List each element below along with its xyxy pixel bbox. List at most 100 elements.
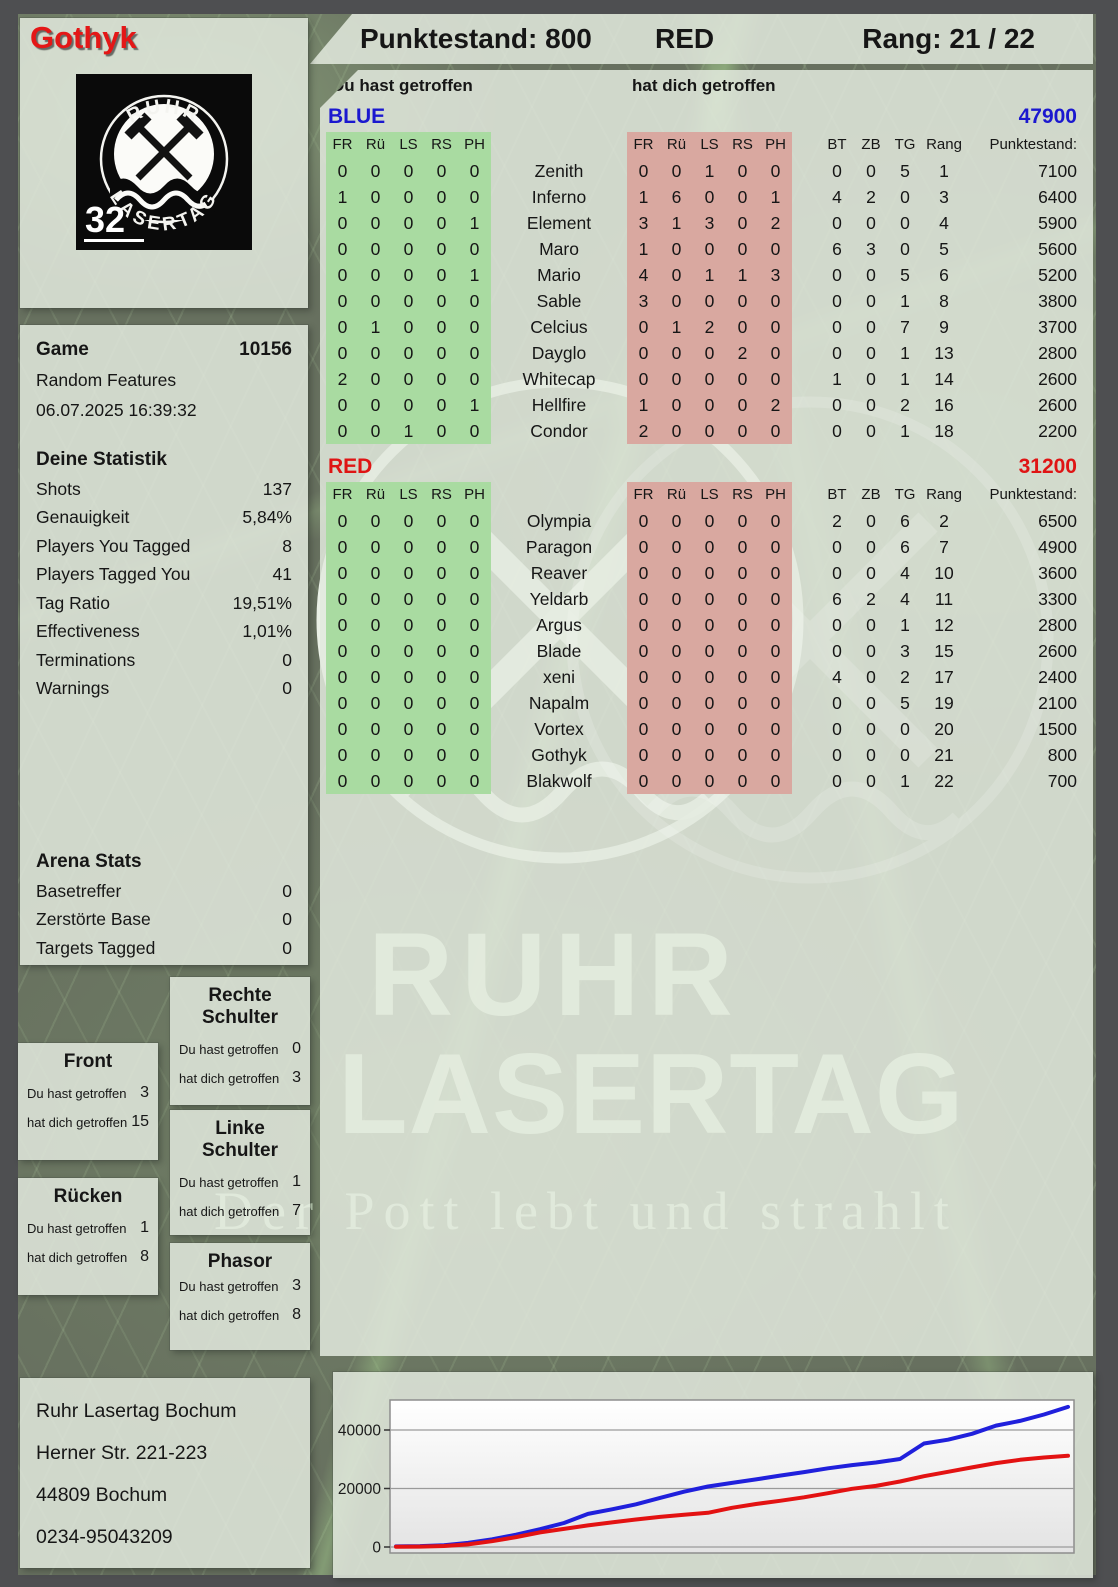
stat-value: 41	[272, 564, 292, 585]
you-hit-cell: 0	[326, 158, 359, 184]
name-spacer	[491, 132, 627, 158]
score-cell: 3800	[1038, 291, 1077, 311]
score-cell: 1500	[1038, 719, 1077, 739]
zb-cell: 0	[866, 537, 876, 557]
rang-cell: 10	[934, 563, 954, 583]
you-hit-cell: 0	[392, 340, 425, 366]
stat-row: Terminations 0	[36, 646, 292, 675]
hitzone-you-value: 3	[292, 1277, 301, 1294]
them-hit-cell: 0	[759, 288, 792, 314]
hitzone-title: Linke Schulter	[201, 1118, 279, 1161]
them-hit-cell: 2	[759, 210, 792, 236]
you-hit-cell: 0	[458, 612, 491, 638]
them-hit-cell: 0	[693, 534, 726, 560]
stat-label: Zerstörte Base	[36, 909, 151, 930]
them-hit-cell: 0	[693, 236, 726, 262]
you-hit-cell: 0	[359, 288, 392, 314]
them-hit-cell: 0	[660, 262, 693, 288]
row-player-name: xeni	[542, 667, 576, 687]
you-hit-cell: 0	[359, 236, 392, 262]
game-label: Game	[36, 339, 89, 360]
them-hit-cell: 0	[660, 742, 693, 768]
you-hit-cell: 0	[359, 768, 392, 794]
tg-cell: 2	[900, 667, 910, 687]
rang-cell: 12	[934, 615, 954, 635]
you-hit-cell: 0	[326, 638, 359, 664]
them-hit-cell: 1	[726, 262, 759, 288]
you-hit-cell: 0	[425, 262, 458, 288]
you-hit-cell: 0	[359, 560, 392, 586]
you-hit-cell: 0	[359, 392, 392, 418]
row-player-name: Whitecap	[522, 369, 596, 389]
you-hit-cell: 0	[359, 612, 392, 638]
gap-spacer	[792, 664, 820, 690]
you-hit-cell: 1	[326, 184, 359, 210]
you-hit-cell: 0	[425, 690, 458, 716]
row-player-name: Napalm	[528, 693, 590, 713]
hitzone-title: Rücken	[53, 1186, 123, 1207]
score-cell: 3300	[1038, 589, 1077, 609]
you-hit-cell: 0	[425, 586, 458, 612]
stats-section-title: Deine Statistik	[36, 449, 167, 470]
you-hit-cell: 0	[326, 742, 359, 768]
you-hit-cell: 0	[326, 560, 359, 586]
them-hit-cell: 0	[627, 586, 660, 612]
hitzone-them-value: 8	[140, 1248, 149, 1265]
pack-number: 32	[85, 199, 125, 240]
you-hit-cell: 0	[458, 638, 491, 664]
stat-label: Terminations	[36, 649, 136, 670]
hitzone-them-value: 7	[292, 1202, 301, 1219]
them-hit-cell: 0	[726, 560, 759, 586]
stat-row: Basetreffer 0	[36, 877, 292, 906]
bt-cell: 0	[832, 615, 842, 635]
tg-cell: 7	[900, 317, 910, 337]
them-hit-cell: 0	[660, 366, 693, 392]
gap-spacer	[792, 742, 820, 768]
row-player-name: Blade	[536, 641, 582, 661]
them-hit-cell: 0	[627, 366, 660, 392]
row-player-name: Inferno	[531, 187, 587, 207]
row-player-name: Dayglo	[531, 343, 587, 363]
you-hit-cell: 0	[458, 236, 491, 262]
game-number: 10156	[239, 339, 292, 360]
them-hit-cell: 0	[627, 534, 660, 560]
you-hit-cell: 0	[458, 314, 491, 340]
stat-row: Warnings 0	[36, 675, 292, 704]
stat-label: Warnings	[36, 678, 110, 699]
them-hit-cell: 0	[759, 664, 792, 690]
hitzone-you-value: 3	[140, 1084, 149, 1101]
you-hit-cell: 0	[425, 560, 458, 586]
them-hit-cell: 0	[693, 392, 726, 418]
bt-cell: 0	[832, 291, 842, 311]
them-hit-cell: 0	[693, 638, 726, 664]
zb-cell: 0	[866, 563, 876, 583]
you-hit-cell: 0	[392, 392, 425, 418]
bt-cell: 0	[832, 745, 842, 765]
gap-spacer	[792, 508, 820, 534]
them-hit-cell: 0	[660, 560, 693, 586]
tg-cell: 2	[900, 395, 910, 415]
score-cell: 2600	[1038, 641, 1077, 661]
col-header: LS	[693, 132, 726, 158]
them-hit-cell: 0	[627, 664, 660, 690]
score-cell: 2600	[1038, 369, 1077, 389]
svg-text:20000: 20000	[338, 1481, 381, 1498]
you-hit-cell: 0	[458, 768, 491, 794]
header-rang: Rang: 21 / 22	[862, 23, 1035, 54]
zb-cell: 0	[866, 369, 876, 389]
them-hit-cell: 0	[726, 288, 759, 314]
stat-value: 19,51%	[232, 592, 292, 613]
them-hit-cell: 0	[627, 560, 660, 586]
col-header: FR	[627, 482, 660, 508]
col-header: FR	[627, 132, 660, 158]
you-hit-cell: 0	[425, 716, 458, 742]
you-hit-cell: 0	[392, 612, 425, 638]
rang-cell: 16	[934, 395, 954, 415]
score-cell: 6400	[1038, 187, 1077, 207]
hitzone-them-label: hat dich getroffen	[27, 1249, 128, 1265]
them-hit-cell: 0	[660, 690, 693, 716]
row-player-name: Gothyk	[531, 745, 587, 765]
you-hit-cell: 0	[458, 534, 491, 560]
col-header: Punktestand:	[989, 136, 1077, 153]
them-hit-cell: 6	[660, 184, 693, 210]
